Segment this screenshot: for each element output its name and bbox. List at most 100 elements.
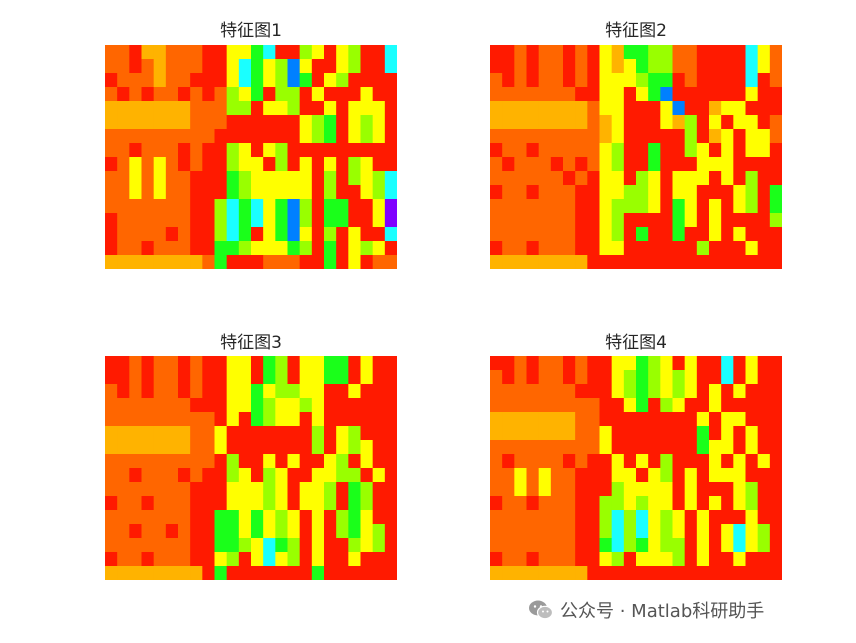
heatmap-1-cell	[372, 157, 386, 172]
heatmap-2-cell	[502, 241, 515, 256]
heatmap-1-cell	[299, 143, 313, 158]
heatmap-3-cell	[226, 496, 240, 511]
heatmap-3-cell	[202, 426, 216, 441]
heatmap-2-cell	[757, 157, 771, 172]
heatmap-2-cell	[599, 73, 613, 88]
heatmap-2-cell	[636, 101, 649, 116]
heatmap-4-cell	[550, 440, 564, 455]
heatmap-2-cell	[636, 115, 649, 130]
heatmap-4-cell	[648, 398, 661, 413]
heatmap-1-cell	[202, 241, 216, 256]
heatmap-2-cell	[745, 171, 759, 186]
heatmap-2-cell	[575, 59, 588, 74]
heatmap-3-cell	[384, 454, 397, 469]
watermark-text: 公众号 · Matlab科研助手	[560, 601, 765, 622]
heatmap-2-cell	[538, 73, 552, 88]
heatmap-3-cell	[299, 356, 313, 371]
heatmap-2-cell	[745, 143, 759, 158]
heatmap-2-cell	[611, 115, 625, 130]
heatmap-3-cell	[238, 496, 252, 511]
heatmap-2-cell	[550, 255, 564, 269]
heatmap-1-cell	[117, 59, 130, 74]
heatmap-1-cell	[117, 45, 130, 60]
heatmap-4-cell	[587, 426, 601, 441]
heatmap-2-cell	[599, 101, 613, 116]
heatmap-4-cell	[769, 538, 782, 553]
heatmap-1-cell	[299, 115, 313, 130]
heatmap-2-cell	[672, 199, 686, 214]
heatmap-1-cell	[348, 199, 362, 214]
heatmap-1-cell	[275, 143, 289, 158]
heatmap-2-cell	[502, 115, 515, 130]
heatmap-3-cell	[372, 356, 386, 371]
heatmap-2-cell	[636, 213, 649, 228]
heatmap-1-cell	[324, 213, 337, 228]
heatmap-1-cell	[299, 255, 313, 269]
heatmap-4-cell	[636, 538, 649, 553]
heatmap-3-cell	[153, 454, 167, 469]
heatmap-4-cell	[538, 496, 552, 511]
heatmap-1-cell	[190, 143, 203, 158]
heatmap-1-cell	[311, 87, 325, 102]
heatmap-1-cell	[311, 59, 325, 74]
heatmap-2-cell	[636, 157, 649, 172]
heatmap-2-cell	[526, 185, 540, 200]
heatmap-2-cell	[757, 143, 771, 158]
heatmap-2-cell	[660, 255, 674, 269]
heatmap-4-cell	[502, 440, 515, 455]
heatmap-4-cell	[502, 384, 515, 399]
heatmap-3-cell	[348, 412, 362, 427]
heatmap-3-cell	[214, 468, 228, 483]
heatmap-3-cell	[117, 482, 130, 497]
heatmap-4-cell	[721, 538, 734, 553]
heatmap-1-cell	[348, 255, 362, 269]
heatmap-1-cell	[299, 227, 313, 242]
heatmap-2-cell	[575, 199, 588, 214]
heatmap-2-cell	[526, 87, 540, 102]
heatmap-1-cell	[251, 199, 264, 214]
heatmap-2-cell	[733, 59, 747, 74]
heatmap-1-cell	[214, 241, 228, 256]
heatmap-2-cell	[757, 59, 771, 74]
heatmap-4-cell	[538, 538, 552, 553]
heatmap-1-cell	[165, 241, 179, 256]
heatmap-2-cell	[745, 213, 759, 228]
heatmap-4-cell	[490, 412, 503, 427]
heatmap-2-cell	[575, 227, 588, 242]
heatmap-4-cell	[563, 566, 576, 580]
heatmap-2-cell	[721, 185, 734, 200]
heatmap-3-cell	[275, 468, 289, 483]
heatmap-3-cell	[251, 524, 264, 539]
heatmap-4-cell	[684, 510, 698, 525]
heatmap-1-cell	[263, 199, 276, 214]
heatmap-3-cell	[129, 412, 143, 427]
heatmap-4-cell	[709, 566, 722, 580]
heatmap-1-cell	[299, 45, 313, 60]
heatmap-3-cell	[348, 468, 362, 483]
heatmap-3-cell	[153, 496, 167, 511]
heatmap-1-cell	[226, 241, 240, 256]
heatmap-1-cell	[214, 59, 228, 74]
heatmap-4-cell	[757, 370, 771, 385]
heatmap-1-cell	[105, 59, 118, 74]
heatmap-4-cell	[587, 440, 601, 455]
heatmap-2-cell	[660, 45, 674, 60]
heatmap-1-cell	[263, 171, 276, 186]
heatmap-4-cell	[587, 398, 601, 413]
heatmap-1-cell	[238, 101, 252, 116]
heatmap-2-cell	[672, 45, 686, 60]
heatmap-3-cell	[190, 482, 203, 497]
heatmap-4-cell	[648, 468, 661, 483]
heatmap-3-cell	[165, 370, 179, 385]
heatmap-1-cell	[178, 101, 191, 116]
heatmap-2-cell	[672, 115, 686, 130]
heatmap-4-cell	[550, 384, 564, 399]
heatmap-4-cell	[502, 566, 515, 580]
heatmap-2-cell	[587, 227, 601, 242]
heatmap-1-cell	[214, 213, 228, 228]
heatmap-1-cell	[129, 143, 143, 158]
heatmap-3-cell	[141, 398, 155, 413]
heatmap-3-cell	[141, 384, 155, 399]
heatmap-3-cell	[251, 412, 264, 427]
heatmap-4-cell	[636, 412, 649, 427]
